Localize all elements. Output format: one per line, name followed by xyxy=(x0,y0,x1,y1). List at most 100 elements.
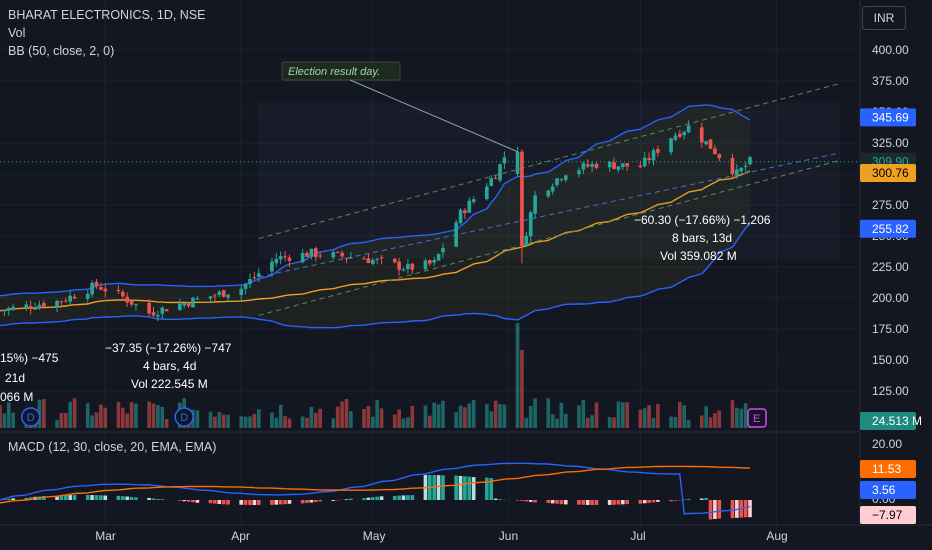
bb-lower-badge: 255.82 xyxy=(872,222,909,236)
bb-basis-badge-bg xyxy=(860,164,916,183)
volume-bar xyxy=(730,400,735,428)
volume-bar xyxy=(563,413,568,428)
volume-bar xyxy=(406,417,410,428)
macd-histogram-bar xyxy=(11,498,15,500)
volume-bar xyxy=(498,404,502,428)
macd-histogram-bar xyxy=(156,498,160,500)
macd-histogram-bar xyxy=(85,495,90,500)
candle xyxy=(208,296,213,299)
candle xyxy=(748,157,752,165)
macd-histogram-bar xyxy=(471,477,476,500)
candle xyxy=(471,199,476,202)
candle xyxy=(331,252,336,258)
candle xyxy=(2,310,7,312)
macd-histogram-bar xyxy=(217,500,222,504)
candle xyxy=(182,303,187,306)
currency-button[interactable]: INR xyxy=(862,6,906,30)
candle xyxy=(37,304,42,309)
candle xyxy=(274,258,279,264)
candle xyxy=(656,149,660,153)
bb-upper-badge-bg xyxy=(860,108,916,127)
macd-histogram-bar xyxy=(625,500,630,505)
candle xyxy=(213,295,217,297)
candle xyxy=(577,170,581,175)
macd-histogram-bar xyxy=(401,495,406,500)
volume-bar xyxy=(428,415,432,428)
hist-value-badge-bg xyxy=(860,506,916,524)
candle xyxy=(0,310,2,312)
macd-histogram-bar xyxy=(274,500,279,505)
candle xyxy=(217,291,222,295)
vol-indicator-label[interactable]: Vol xyxy=(8,26,26,40)
macd-histogram-bar xyxy=(533,500,537,503)
macd-histogram-bar xyxy=(375,496,380,500)
macd-histogram-bar xyxy=(309,500,314,503)
macd-indicator-label[interactable]: MACD (12, 30, close, 20, EMA, EMA) xyxy=(8,440,217,454)
candle xyxy=(673,135,678,140)
channel-line xyxy=(258,82,841,239)
macd-histogram-bar xyxy=(743,500,748,518)
price-axis-tick: 150.00 xyxy=(872,353,909,367)
volume-bar xyxy=(248,416,252,428)
macd-histogram-bar xyxy=(195,500,200,503)
candle xyxy=(28,306,33,309)
candle xyxy=(616,166,621,170)
volume-bar xyxy=(743,403,748,428)
macd-histogram-bar xyxy=(559,500,564,505)
volume-bar xyxy=(708,417,713,428)
candle xyxy=(59,301,64,303)
candle xyxy=(581,163,586,170)
candle xyxy=(68,295,72,302)
candle xyxy=(436,253,441,261)
candle xyxy=(638,165,643,168)
volume-bar xyxy=(11,412,15,428)
candle xyxy=(221,290,226,297)
macd-histogram-bar xyxy=(397,495,401,500)
volume-bar xyxy=(217,412,222,428)
volume-bar xyxy=(550,414,555,428)
candle xyxy=(340,252,344,257)
candle xyxy=(686,125,691,133)
volume-bar xyxy=(607,417,612,428)
volume-bar xyxy=(283,416,287,428)
macd-histogram-bar xyxy=(748,500,752,518)
candle xyxy=(379,257,384,259)
candle xyxy=(520,151,524,246)
volume-bar xyxy=(638,409,643,428)
macd-histogram-bar xyxy=(563,500,568,505)
volume-bar xyxy=(432,402,437,428)
macd-histogram-bar xyxy=(120,496,125,500)
bb-indicator-label[interactable]: BB (50, close, 2, 0) xyxy=(8,44,115,58)
volume-bar xyxy=(642,408,647,428)
volume-bar xyxy=(397,409,401,428)
candle xyxy=(743,165,748,167)
macd-histogram-bar xyxy=(467,476,472,500)
macd-histogram-bar xyxy=(151,498,156,500)
candle xyxy=(410,263,415,270)
candle xyxy=(278,256,283,260)
candle xyxy=(226,294,230,298)
volume-bar xyxy=(134,403,138,428)
measure-left-line3: Vol 222.545 M xyxy=(131,377,208,391)
volume-bar xyxy=(160,406,165,428)
volume-bar xyxy=(423,405,428,428)
macd-histogram-bar xyxy=(669,500,673,502)
volume-bar xyxy=(616,401,621,428)
candle xyxy=(6,308,11,311)
macd-histogram-bar xyxy=(72,495,77,500)
volume-bar xyxy=(6,402,11,428)
volume-bar xyxy=(379,408,384,428)
channel-line xyxy=(258,152,841,278)
candle xyxy=(524,235,529,246)
volume-bar xyxy=(309,407,314,428)
candle xyxy=(309,248,314,257)
macd-histogram-bar xyxy=(704,497,708,500)
volume-bar xyxy=(349,411,353,428)
volume-bar xyxy=(300,416,305,428)
candle xyxy=(607,162,612,168)
macd-histogram-bar xyxy=(498,499,502,500)
candle xyxy=(72,296,77,299)
volume-bar xyxy=(515,323,520,428)
volume-bar xyxy=(581,399,586,428)
